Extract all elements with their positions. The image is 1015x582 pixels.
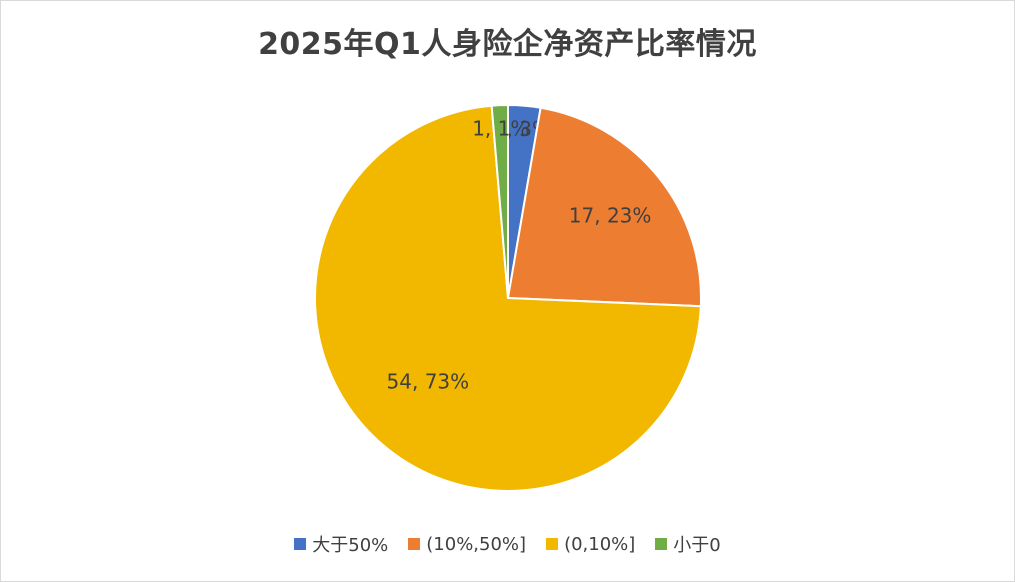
legend-label-2: (0,10%] [564,533,636,555]
legend-swatch-2 [546,538,559,550]
pie-slice-2 [314,104,702,492]
legend-label-0: 大于50% [312,535,389,556]
legend-swatch-0 [294,538,307,550]
chart-title: 2025年Q1人身险企净资产比率情况 [258,27,757,62]
data-label-2: 54, 73% [387,370,470,394]
chart-legend: 大于50% (10%,50%] (0,10%] 小于0 [1,531,1014,557]
legend-item-3: 小于0 [655,531,721,557]
legend-label-1: (10%,50%] [426,533,527,555]
legend-swatch-3 [655,538,668,550]
legend-label-3: 小于0 [673,535,721,556]
pie-slice-1 [506,106,702,308]
legend-item-2: (0,10%] [546,534,635,555]
legend-swatch-1 [408,538,421,550]
data-label-3: 1, 1% [472,116,529,140]
legend-item-1: (10%,50%] [408,534,526,555]
legend-item-0: 大于50% [294,531,388,557]
data-label-1: 17, 23% [569,204,652,228]
pie-slice-3 [490,103,509,299]
